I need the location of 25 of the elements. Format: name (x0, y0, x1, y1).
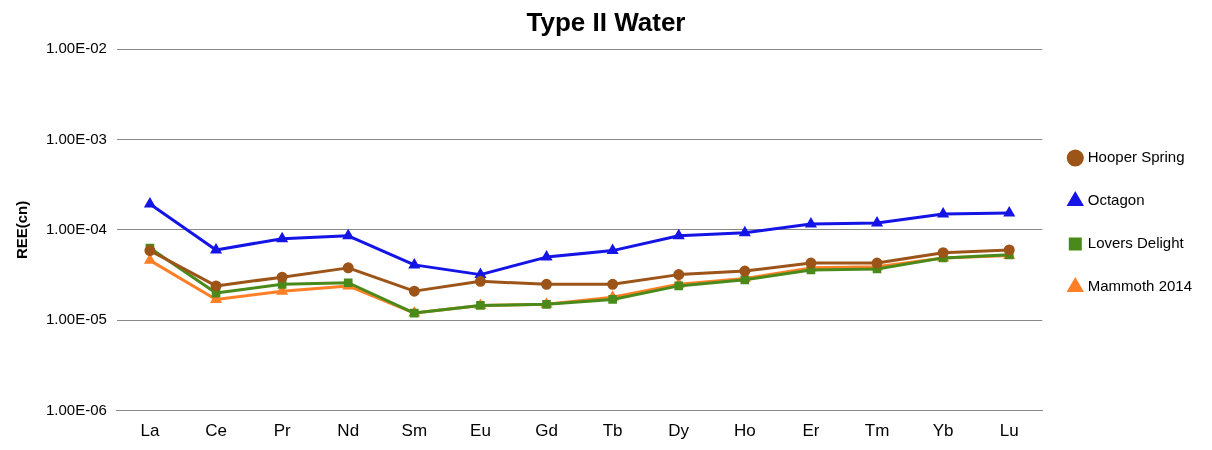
x-tick-label: Dy (668, 421, 690, 441)
x-tick-label: Tb (602, 421, 623, 441)
x-tick-label: Lu (999, 421, 1019, 441)
x-tick-label: Er (802, 421, 820, 441)
chart-title: Type II Water (526, 6, 686, 37)
x-tick-label: Gd (535, 421, 558, 441)
x-tick-label: Sm (401, 421, 428, 441)
y-tick-label: 1.00E-03 (45, 129, 107, 147)
legend-label: Hooper Spring (1087, 148, 1185, 166)
legend-label: Mammoth 2014 (1087, 277, 1192, 295)
x-tick-label: Eu (470, 421, 491, 441)
legend-label: Octagon (1087, 191, 1145, 209)
x-tick-label: La (140, 421, 160, 441)
y-tick-label: 1.00E-02 (45, 39, 107, 57)
x-tick-label: Pr (273, 421, 291, 441)
y-axis-title: REE(cn) (13, 200, 31, 260)
x-tick-label: Tm (864, 421, 890, 441)
y-tick-label: 1.00E-04 (45, 220, 107, 238)
legend-label: Lovers Delight (1087, 234, 1185, 252)
y-tick-label: 1.00E-05 (45, 310, 107, 328)
x-tick-label: Ho (733, 421, 756, 441)
x-tick-label: Yb (932, 421, 954, 441)
x-tick-label: Nd (337, 421, 360, 441)
y-tick-label: 1.00E-06 (45, 400, 107, 418)
x-tick-label: Ce (205, 421, 227, 441)
